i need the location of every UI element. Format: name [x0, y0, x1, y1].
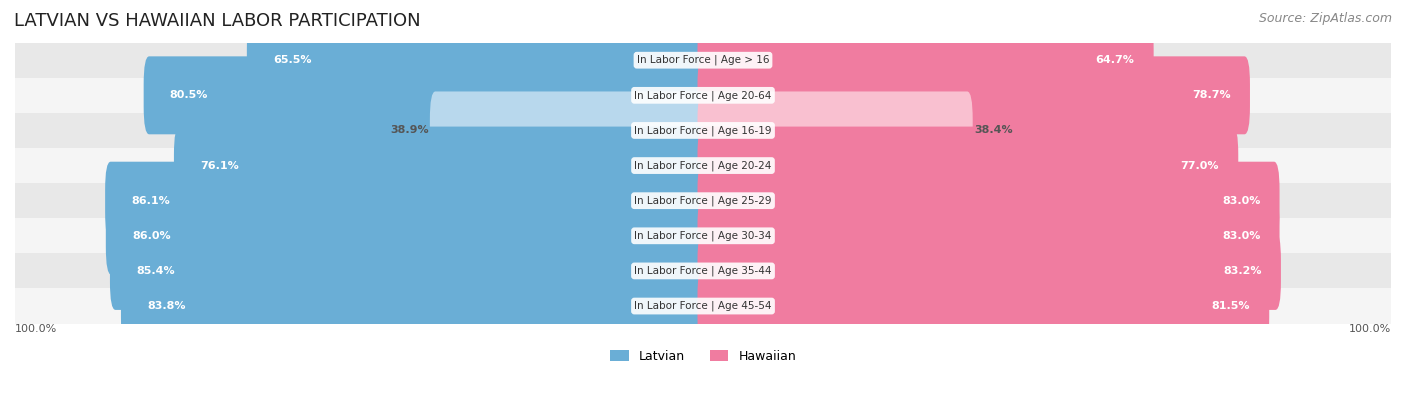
Text: 86.1%: 86.1%	[131, 196, 170, 206]
FancyBboxPatch shape	[697, 162, 1279, 240]
Text: 85.4%: 85.4%	[136, 266, 174, 276]
Text: In Labor Force | Age > 16: In Labor Force | Age > 16	[637, 55, 769, 66]
FancyBboxPatch shape	[121, 267, 709, 345]
FancyBboxPatch shape	[143, 56, 709, 134]
Bar	[15, 183, 1391, 218]
Text: In Labor Force | Age 20-64: In Labor Force | Age 20-64	[634, 90, 772, 101]
FancyBboxPatch shape	[697, 232, 1281, 310]
Text: 83.0%: 83.0%	[1222, 196, 1260, 206]
Bar	[15, 253, 1391, 288]
Text: In Labor Force | Age 25-29: In Labor Force | Age 25-29	[634, 196, 772, 206]
FancyBboxPatch shape	[697, 56, 1250, 134]
Bar	[15, 288, 1391, 324]
Text: 65.5%: 65.5%	[273, 55, 312, 65]
FancyBboxPatch shape	[697, 21, 1154, 99]
FancyBboxPatch shape	[247, 21, 709, 99]
FancyBboxPatch shape	[697, 126, 1239, 205]
Text: 64.7%: 64.7%	[1095, 55, 1135, 65]
Text: 78.7%: 78.7%	[1192, 90, 1230, 100]
Text: 38.9%: 38.9%	[389, 126, 429, 135]
Bar	[15, 113, 1391, 148]
FancyBboxPatch shape	[430, 92, 709, 169]
Text: 76.1%: 76.1%	[200, 160, 239, 171]
Text: In Labor Force | Age 16-19: In Labor Force | Age 16-19	[634, 125, 772, 136]
Text: In Labor Force | Age 35-44: In Labor Force | Age 35-44	[634, 266, 772, 276]
Text: 83.2%: 83.2%	[1223, 266, 1261, 276]
Text: In Labor Force | Age 20-24: In Labor Force | Age 20-24	[634, 160, 772, 171]
Text: 81.5%: 81.5%	[1212, 301, 1250, 311]
Text: 100.0%: 100.0%	[15, 324, 58, 334]
Text: 77.0%: 77.0%	[1181, 160, 1219, 171]
Text: In Labor Force | Age 45-54: In Labor Force | Age 45-54	[634, 301, 772, 311]
FancyBboxPatch shape	[105, 162, 709, 240]
FancyBboxPatch shape	[697, 267, 1270, 345]
Text: 80.5%: 80.5%	[170, 90, 208, 100]
Text: Source: ZipAtlas.com: Source: ZipAtlas.com	[1258, 12, 1392, 25]
FancyBboxPatch shape	[697, 197, 1279, 275]
FancyBboxPatch shape	[697, 92, 973, 169]
Text: 100.0%: 100.0%	[1348, 324, 1391, 334]
Text: 38.4%: 38.4%	[974, 126, 1012, 135]
Bar	[15, 148, 1391, 183]
Text: 86.0%: 86.0%	[132, 231, 170, 241]
Text: LATVIAN VS HAWAIIAN LABOR PARTICIPATION: LATVIAN VS HAWAIIAN LABOR PARTICIPATION	[14, 12, 420, 30]
Text: 83.8%: 83.8%	[148, 301, 186, 311]
Bar	[15, 43, 1391, 78]
FancyBboxPatch shape	[110, 232, 709, 310]
Bar	[15, 218, 1391, 253]
Legend: Latvian, Hawaiian: Latvian, Hawaiian	[605, 345, 801, 368]
Text: In Labor Force | Age 30-34: In Labor Force | Age 30-34	[634, 231, 772, 241]
FancyBboxPatch shape	[105, 197, 709, 275]
Bar	[15, 78, 1391, 113]
FancyBboxPatch shape	[174, 126, 709, 205]
Text: 83.0%: 83.0%	[1222, 231, 1260, 241]
